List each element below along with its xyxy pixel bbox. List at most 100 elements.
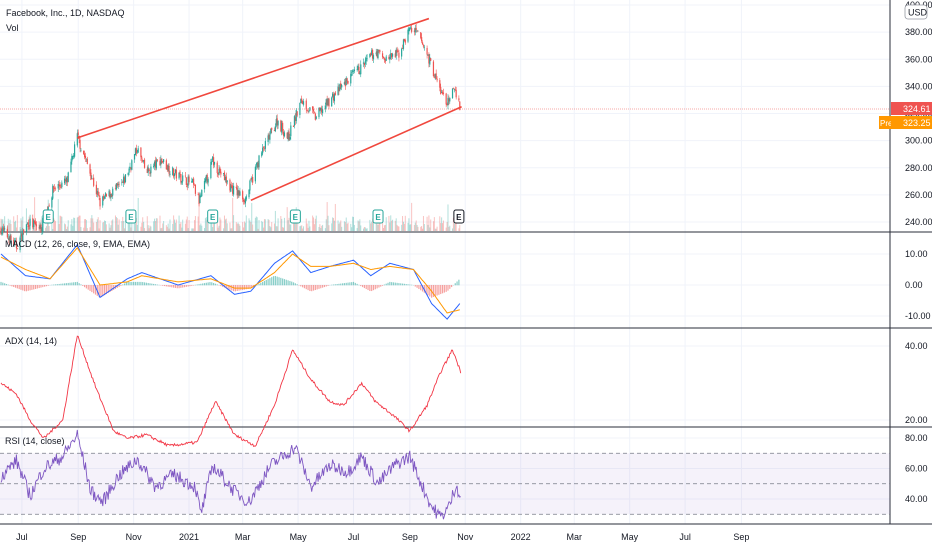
volume-bar <box>116 218 118 231</box>
candle-body <box>395 49 397 57</box>
volume-bar <box>239 225 241 231</box>
candle-body <box>301 98 303 102</box>
candle-body <box>250 179 252 181</box>
candle-body <box>129 166 131 168</box>
macd-histogram-bar <box>389 281 391 286</box>
volume-bar <box>28 216 30 231</box>
macd-histogram-bar <box>180 285 182 288</box>
macd-histogram-bar <box>198 284 200 286</box>
candle-body <box>21 233 23 241</box>
volume-bar <box>257 228 259 231</box>
volume-bar <box>210 219 212 231</box>
volume-bar <box>370 223 372 231</box>
candle-body <box>20 232 22 237</box>
volume-bar <box>173 215 175 231</box>
macd-histogram-bar <box>356 283 358 286</box>
volume-bar <box>67 220 69 231</box>
candle-body <box>10 235 12 241</box>
macd-histogram-bar <box>247 285 249 289</box>
macd-histogram-bar <box>131 281 133 286</box>
candle-body <box>430 58 432 61</box>
candle-body <box>59 185 61 187</box>
macd-histogram-bar <box>136 281 138 286</box>
macd-histogram-bar <box>51 284 53 286</box>
trendlines[interactable] <box>77 17 462 202</box>
candle-body <box>169 173 171 175</box>
macd-histogram-bar <box>349 282 351 286</box>
candle-body <box>16 248 18 250</box>
volume-bar <box>382 222 384 231</box>
macd-histogram-bar <box>396 282 398 286</box>
volume-bar <box>325 219 327 231</box>
candle-body <box>295 110 297 122</box>
macd-histogram-bar <box>191 285 193 286</box>
macd-title: MACD (12, 26, close, 9, EMA, EMA) <box>5 239 150 249</box>
volume-bar <box>360 225 362 231</box>
volume-bar <box>321 225 323 231</box>
candle-body <box>207 179 209 183</box>
macd-histogram-bar <box>451 285 453 288</box>
candle-body <box>422 45 425 47</box>
candle-body <box>34 220 36 223</box>
rsi-line <box>0 429 461 520</box>
trendline-lower[interactable] <box>250 105 462 202</box>
earnings-marker[interactable] <box>125 209 137 224</box>
volume-bar <box>307 227 309 231</box>
volume-bar <box>10 223 12 231</box>
earnings-marker[interactable] <box>453 209 465 224</box>
volume-bar <box>15 227 17 231</box>
pre-market-badge <box>891 116 932 129</box>
macd-histogram-bar <box>0 281 2 286</box>
volume-bar <box>363 227 365 231</box>
candle-body <box>391 53 394 57</box>
y-tick-label: 360.00 <box>905 54 932 64</box>
currency-button[interactable] <box>904 4 928 20</box>
candle-body <box>178 172 180 179</box>
x-tick-label: Jul <box>679 532 691 542</box>
volume-bar <box>435 228 437 231</box>
volume-bar <box>97 217 99 231</box>
macd-histogram-bar <box>385 283 387 286</box>
volume-bar <box>141 222 143 231</box>
macd-histogram-bar <box>296 284 298 286</box>
macd-histogram-bar <box>374 285 376 290</box>
macd-histogram-bar <box>82 285 84 286</box>
candle-body <box>391 53 393 58</box>
volume-bar <box>319 224 321 231</box>
macd-histogram-bar <box>169 285 171 288</box>
candle-body <box>63 178 66 184</box>
macd-histogram-bar <box>174 285 177 288</box>
candle-body <box>371 50 373 56</box>
candle-body <box>458 98 460 101</box>
earnings-marker[interactable] <box>289 209 301 224</box>
candle-body <box>4 228 6 230</box>
macd-histogram-bar <box>365 285 367 290</box>
candle-body <box>181 181 183 183</box>
volume-bar <box>256 217 258 231</box>
x-tick-label: Mar <box>567 532 583 542</box>
macd-histogram-bar <box>314 285 316 291</box>
macd-histogram-bar <box>278 277 280 286</box>
volume-bar <box>99 220 101 231</box>
macd-histogram-bar <box>69 282 71 286</box>
candle-body <box>118 183 120 185</box>
earnings-marker[interactable] <box>42 209 54 224</box>
macd-histogram-bar <box>322 285 324 288</box>
volume-bar <box>163 220 165 231</box>
trendline-upper[interactable] <box>77 17 430 139</box>
macd-histogram-bar <box>98 285 100 298</box>
macd-histogram-bar <box>38 285 40 289</box>
candle-body <box>370 53 372 55</box>
earnings-marker[interactable] <box>207 209 219 224</box>
candle-body <box>332 94 335 101</box>
earnings-marker[interactable] <box>372 209 384 224</box>
macd-histogram-bar <box>14 285 17 288</box>
macd-histogram-bar <box>387 282 389 286</box>
macd-histogram-bar <box>265 279 267 286</box>
macd-histogram-bar <box>418 285 420 290</box>
macd-histogram-bar <box>376 285 378 289</box>
macd-histogram-bar <box>305 285 307 290</box>
volume-bar <box>25 208 27 231</box>
